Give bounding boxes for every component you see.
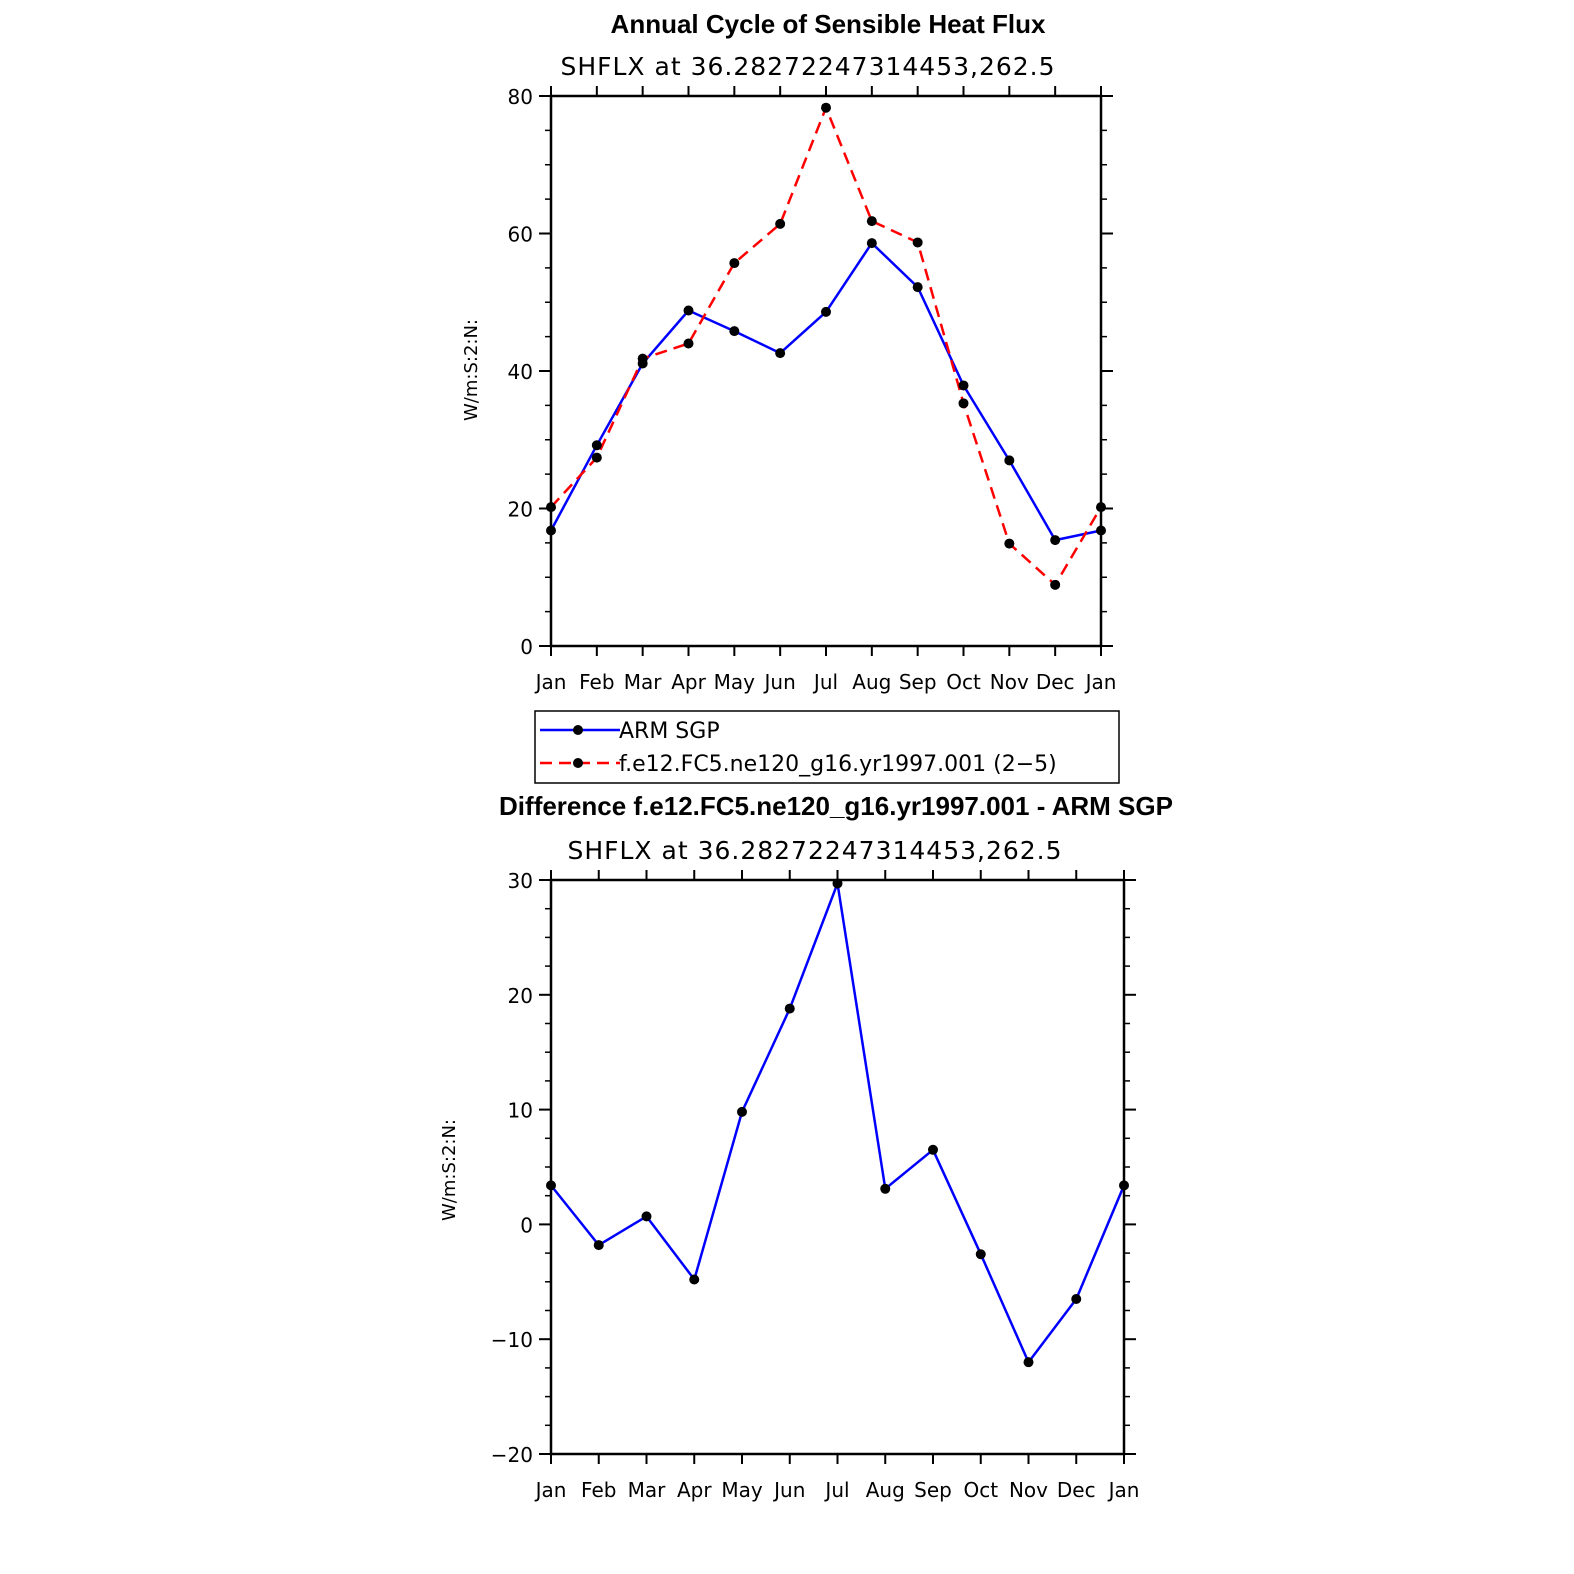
annual-cycle-panel: Annual Cycle of Sensible Heat Flux SHFLX… — [461, 9, 1120, 784]
data-point — [1004, 455, 1015, 466]
x-tick-label: Feb — [581, 1478, 616, 1502]
x-tick-label: Sep — [899, 670, 937, 694]
data-point — [1096, 502, 1106, 513]
legend-label-arm-sgp: ARM SGP — [619, 719, 720, 744]
x-tick-label: Oct — [946, 670, 981, 694]
y-tick-label: 10 — [508, 1099, 533, 1123]
data-point — [1119, 1180, 1129, 1191]
data-point — [729, 326, 740, 337]
x-tick-label: Dec — [1036, 670, 1075, 694]
y-tick-label: 30 — [508, 869, 533, 893]
chart-subtitle: SHFLX at 36.28272247314453,262.5 — [560, 52, 1055, 81]
legend-marker-arm-sgp — [573, 725, 583, 735]
legend-box — [534, 710, 1120, 784]
y-tick-label: −20 — [491, 1443, 533, 1467]
data-point — [832, 878, 843, 889]
x-tick-label: May — [714, 670, 756, 694]
x-tick-label: Aug — [852, 670, 891, 694]
data-point — [912, 282, 923, 293]
data-point — [1096, 525, 1106, 536]
x-tick-label: Jun — [763, 670, 796, 694]
x-tick-label: Jul — [812, 670, 838, 694]
y-tick-label: 20 — [508, 498, 533, 522]
y-axis-label: W/m:S:2:N: — [461, 319, 482, 421]
data-point — [775, 218, 786, 229]
legend-marker-model — [573, 758, 583, 768]
data-point — [1023, 1357, 1034, 1368]
data-point — [591, 452, 602, 463]
difference-panel: Difference f.e12.FC5.ne120_g16.yr1997.00… — [439, 791, 1173, 1502]
y-tick-label: 20 — [508, 984, 533, 1008]
data-point — [1050, 579, 1061, 590]
legend-label-model: f.e12.FC5.ne120_g16.yr1997.001 (2−5) — [619, 752, 1057, 777]
data-point — [546, 525, 556, 536]
data-point — [928, 1144, 938, 1155]
y-tick-label: 0 — [520, 1213, 533, 1237]
plot-frame — [549, 878, 1126, 1456]
y-tick-label: 80 — [508, 85, 533, 109]
data-point — [637, 353, 648, 364]
chart-title: Difference f.e12.FC5.ne120_g16.yr1997.00… — [499, 791, 1173, 821]
y-tick-label: 40 — [508, 360, 533, 384]
data-point — [1004, 538, 1015, 549]
x-tick-label: Apr — [671, 670, 706, 694]
x-tick-label: Oct — [963, 1478, 998, 1502]
data-point — [1071, 1294, 1082, 1305]
data-point — [821, 102, 831, 113]
data-point — [821, 306, 831, 317]
x-tick-label: Jun — [772, 1478, 805, 1502]
y-axis-label: W/m:S:2:N: — [439, 1119, 460, 1221]
chart-title: Annual Cycle of Sensible Heat Flux — [611, 9, 1046, 39]
chart-subtitle: SHFLX at 36.28272247314453,262.5 — [567, 836, 1062, 865]
x-tick-label: Jul — [823, 1478, 849, 1502]
data-point — [683, 338, 694, 349]
x-tick-label: Sep — [914, 1478, 952, 1502]
x-tick-label: Jan — [534, 670, 567, 694]
x-tick-label: Jan — [534, 1478, 567, 1502]
x-tick-label: Aug — [866, 1478, 905, 1502]
x-tick-label: Nov — [1009, 1478, 1048, 1502]
data-point — [958, 380, 969, 391]
data-point — [975, 1249, 986, 1260]
data-point — [729, 258, 740, 269]
data-point — [866, 238, 877, 249]
data-point — [546, 502, 556, 513]
data-point — [784, 1003, 795, 1014]
data-point — [1050, 535, 1061, 546]
x-tick-label: Jan — [1084, 670, 1117, 694]
data-point — [912, 237, 923, 248]
data-point — [866, 216, 877, 227]
y-tick-label: 60 — [508, 223, 533, 247]
plot-frame — [549, 94, 1103, 648]
x-tick-label: Jan — [1107, 1478, 1140, 1502]
x-tick-label: Nov — [990, 670, 1029, 694]
x-tick-label: Mar — [628, 1478, 667, 1502]
data-point — [958, 398, 969, 409]
x-tick-label: Mar — [624, 670, 663, 694]
data-point — [683, 305, 694, 316]
data-point — [641, 1211, 652, 1222]
x-tick-label: Feb — [579, 670, 614, 694]
series-line-0 — [549, 241, 1102, 542]
series-line-1 — [550, 106, 1103, 587]
data-point — [593, 1240, 604, 1251]
data-point — [737, 1106, 747, 1117]
data-point — [591, 440, 602, 451]
data-point — [689, 1274, 700, 1285]
y-tick-label: 0 — [520, 635, 533, 659]
y-tick-label: −10 — [491, 1328, 533, 1352]
data-point — [775, 348, 786, 359]
x-tick-label: Apr — [677, 1478, 712, 1502]
series-line-0 — [550, 882, 1126, 1364]
legend: ARM SGP f.e12.FC5.ne120_g16.yr1997.001 (… — [534, 710, 1120, 784]
x-tick-label: Dec — [1057, 1478, 1096, 1502]
data-point — [880, 1183, 891, 1194]
x-tick-label: May — [721, 1478, 763, 1502]
data-point — [546, 1180, 556, 1191]
